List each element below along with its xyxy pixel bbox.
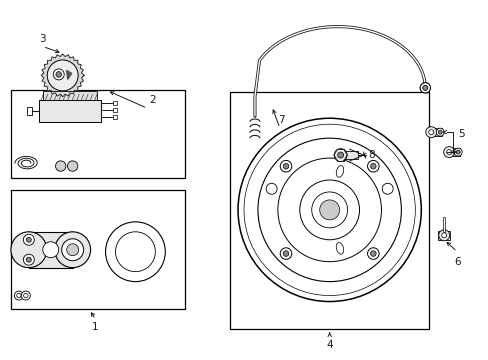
Text: 5: 5 [457, 129, 464, 139]
Bar [39, 100, 101, 122]
Circle shape [382, 183, 392, 194]
Bar [42, 91, 96, 100]
Circle shape [56, 161, 66, 171]
Bar [11, 190, 185, 310]
Circle shape [283, 163, 288, 169]
Circle shape [446, 150, 451, 154]
Circle shape [453, 148, 461, 156]
Circle shape [283, 251, 288, 256]
Text: 2: 2 [149, 95, 155, 105]
Circle shape [370, 163, 375, 169]
Polygon shape [66, 71, 72, 80]
Circle shape [435, 128, 443, 136]
Circle shape [280, 161, 291, 172]
Circle shape [47, 60, 78, 91]
Circle shape [425, 127, 436, 138]
Circle shape [265, 183, 277, 194]
Circle shape [443, 147, 454, 158]
Bar [112, 115, 117, 119]
Bar [446, 148, 459, 156]
Text: 7: 7 [278, 115, 285, 125]
Circle shape [277, 158, 381, 262]
Circle shape [299, 180, 359, 240]
Bar [335, 151, 357, 159]
Text: 4: 4 [325, 340, 332, 350]
Text: 1: 1 [92, 323, 99, 332]
Circle shape [67, 161, 78, 171]
Text: 6: 6 [453, 257, 460, 267]
Bar [11, 90, 185, 178]
Circle shape [441, 233, 446, 238]
Circle shape [56, 72, 61, 77]
Circle shape [26, 237, 31, 242]
Circle shape [42, 242, 59, 258]
Circle shape [21, 291, 30, 300]
Circle shape [370, 251, 375, 256]
Ellipse shape [336, 243, 343, 254]
Circle shape [115, 232, 155, 272]
Circle shape [17, 293, 21, 298]
Circle shape [438, 230, 449, 241]
Bar [112, 108, 117, 112]
Bar [229, 92, 428, 329]
Circle shape [367, 248, 378, 259]
Circle shape [23, 234, 34, 245]
Text: 3: 3 [40, 33, 46, 44]
Circle shape [23, 293, 28, 298]
Circle shape [367, 161, 378, 172]
Circle shape [61, 239, 83, 261]
Text: 8: 8 [367, 150, 374, 160]
Circle shape [105, 222, 165, 282]
Polygon shape [41, 54, 84, 97]
Circle shape [311, 192, 347, 228]
Bar [427, 128, 441, 136]
Bar [29, 232, 73, 268]
Circle shape [55, 232, 90, 268]
Circle shape [11, 232, 47, 268]
Circle shape [238, 118, 421, 302]
Circle shape [419, 83, 429, 93]
Circle shape [258, 138, 401, 282]
Circle shape [319, 200, 339, 220]
Circle shape [66, 244, 79, 256]
Circle shape [280, 248, 291, 259]
Circle shape [333, 149, 346, 162]
Circle shape [244, 124, 414, 296]
Bar [27, 107, 32, 115]
Circle shape [422, 85, 427, 90]
Circle shape [428, 130, 433, 135]
Circle shape [455, 150, 459, 154]
Circle shape [337, 152, 343, 158]
Circle shape [14, 291, 23, 300]
Circle shape [26, 257, 31, 262]
Bar [112, 101, 117, 105]
Circle shape [53, 69, 64, 80]
Bar [437, 231, 449, 240]
Circle shape [23, 254, 34, 265]
Circle shape [437, 130, 441, 134]
Ellipse shape [336, 166, 343, 177]
